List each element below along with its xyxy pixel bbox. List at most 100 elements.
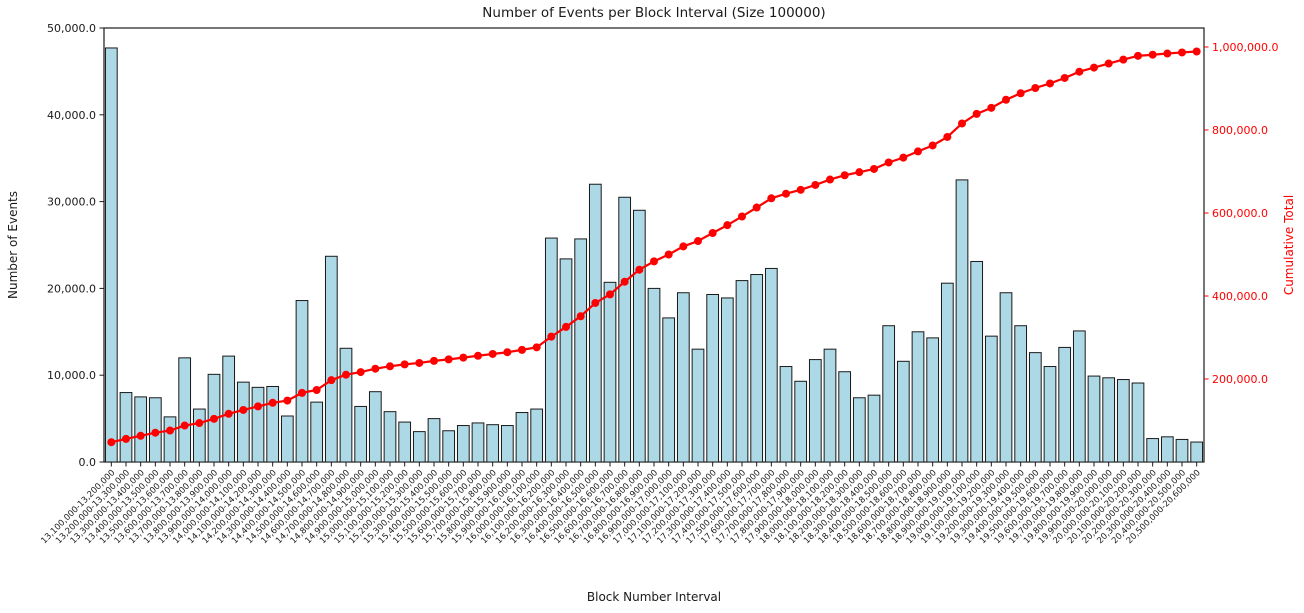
- cumulative-point: [459, 353, 468, 362]
- right-tick-label: 1,000,000.0: [1212, 41, 1278, 54]
- cumulative-point: [635, 265, 644, 274]
- cumulative-point: [298, 388, 306, 397]
- cumulative-point: [547, 332, 556, 341]
- cumulative-point: [1031, 84, 1040, 93]
- bar: [104, 47, 118, 463]
- cumulative-point: [767, 194, 776, 203]
- cumulative-point: [899, 153, 908, 162]
- cumulative-point: [576, 312, 585, 321]
- cumulative-point: [136, 431, 145, 440]
- left-tick-label: 40,000.0: [47, 109, 96, 122]
- bar: [1131, 382, 1145, 463]
- cumulative-point: [254, 402, 262, 411]
- bar: [926, 337, 940, 463]
- cumulative-point: [503, 348, 512, 357]
- bar: [896, 360, 910, 463]
- cumulative-point: [400, 360, 409, 369]
- bar: [1028, 352, 1042, 463]
- cumulative-point: [694, 237, 702, 246]
- bar: [280, 415, 294, 463]
- cumulative-point: [371, 364, 380, 373]
- cumulative-point: [430, 356, 438, 365]
- bars-series: [104, 47, 1204, 463]
- cumulative-point: [1163, 49, 1172, 58]
- cumulative-point: [562, 322, 570, 331]
- cumulative-point: [752, 203, 761, 212]
- cumulative-point: [210, 414, 218, 423]
- left-axis-ticks: 0.0 10,000.0 20,000.0 30,000.0 40,000.0 50,00…: [47, 22, 104, 469]
- cumulative-point: [107, 438, 116, 447]
- cumulative-point: [166, 426, 174, 435]
- bar: [750, 274, 764, 463]
- bar: [823, 348, 837, 463]
- chart-title: Number of Events per Block Interval (Siz…: [482, 5, 825, 21]
- bar: [867, 394, 881, 463]
- bar: [368, 391, 382, 463]
- bar: [236, 381, 250, 463]
- cumulative-point: [1148, 50, 1157, 59]
- bar: [999, 292, 1013, 463]
- bar: [427, 418, 441, 463]
- bar: [295, 300, 309, 463]
- cumulative-point: [1090, 63, 1098, 72]
- cumulative-point: [972, 109, 981, 118]
- cumulative-point: [386, 362, 394, 371]
- cumulative-point: [591, 298, 600, 307]
- bar: [544, 237, 558, 463]
- cumulative-point: [415, 358, 424, 367]
- bar: [251, 386, 265, 463]
- cumulative-point: [782, 189, 790, 198]
- cumulative-point: [180, 421, 189, 430]
- cumulative-point: [987, 103, 996, 112]
- bar: [486, 424, 500, 463]
- bar: [970, 260, 984, 463]
- cumulative-point: [356, 368, 365, 377]
- bar: [1014, 325, 1028, 463]
- bar: [852, 397, 866, 463]
- cumulative-point: [958, 119, 966, 128]
- bar: [1116, 379, 1130, 463]
- bar: [471, 422, 485, 463]
- cumulative-point: [1016, 89, 1025, 98]
- cumulative-point: [840, 171, 849, 180]
- bar: [515, 412, 529, 463]
- bar: [691, 348, 705, 463]
- left-axis-label: Number of Events: [6, 191, 20, 299]
- cumulative-point: [914, 147, 922, 156]
- bar: [618, 196, 632, 463]
- cumulative-point: [224, 409, 233, 418]
- bar: [442, 430, 456, 463]
- cumulative-point: [1134, 51, 1142, 60]
- bar: [720, 297, 734, 463]
- bar: [310, 401, 324, 463]
- cumulative-point: [151, 428, 160, 437]
- cumulative-point: [870, 164, 878, 173]
- right-tick-label: 600,000.0: [1212, 207, 1268, 220]
- cumulative-point: [1192, 47, 1201, 56]
- cumulative-point: [606, 290, 614, 299]
- bar: [383, 411, 397, 463]
- cumulative-point: [239, 405, 248, 414]
- left-tick-label: 0.0: [79, 456, 97, 469]
- cumulative-point: [283, 396, 292, 405]
- cumulative-point: [1060, 73, 1069, 82]
- bar: [1058, 346, 1072, 463]
- bar: [192, 408, 206, 463]
- cumulative-point: [1046, 79, 1054, 88]
- cumulative-point: [708, 229, 717, 238]
- bar: [984, 335, 998, 463]
- cumulative-point: [268, 398, 277, 407]
- right-tick-label: 200,000.0: [1212, 373, 1268, 386]
- bar: [735, 280, 749, 463]
- left-tick-label: 50,000.0: [47, 22, 96, 35]
- bar: [764, 267, 778, 463]
- bar: [530, 408, 544, 463]
- bar: [632, 209, 646, 463]
- left-tick-label: 10,000.0: [47, 369, 96, 382]
- bar: [838, 371, 852, 463]
- cumulative-point: [444, 355, 453, 364]
- bar: [779, 366, 793, 463]
- bar: [324, 255, 338, 463]
- cumulative-point: [928, 141, 937, 150]
